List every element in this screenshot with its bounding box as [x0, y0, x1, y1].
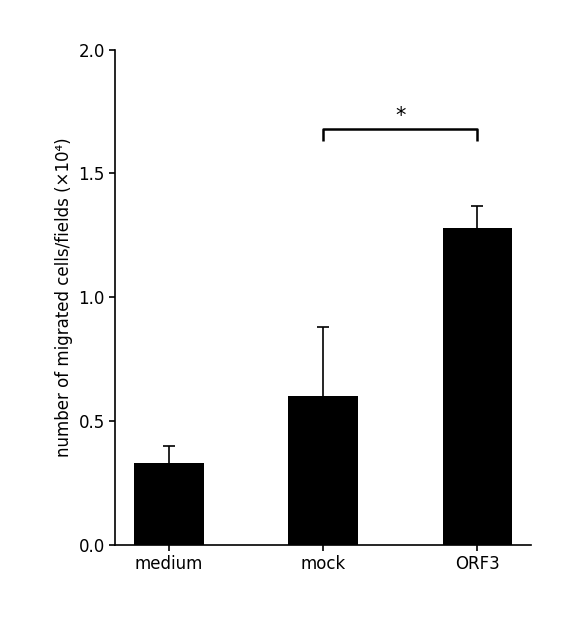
Text: *: * — [395, 106, 406, 126]
Y-axis label: number of migrated cells/fields (×10⁴): number of migrated cells/fields (×10⁴) — [55, 137, 73, 457]
Bar — [288, 396, 358, 545]
Bar — [443, 228, 512, 545]
Bar — [134, 463, 204, 545]
